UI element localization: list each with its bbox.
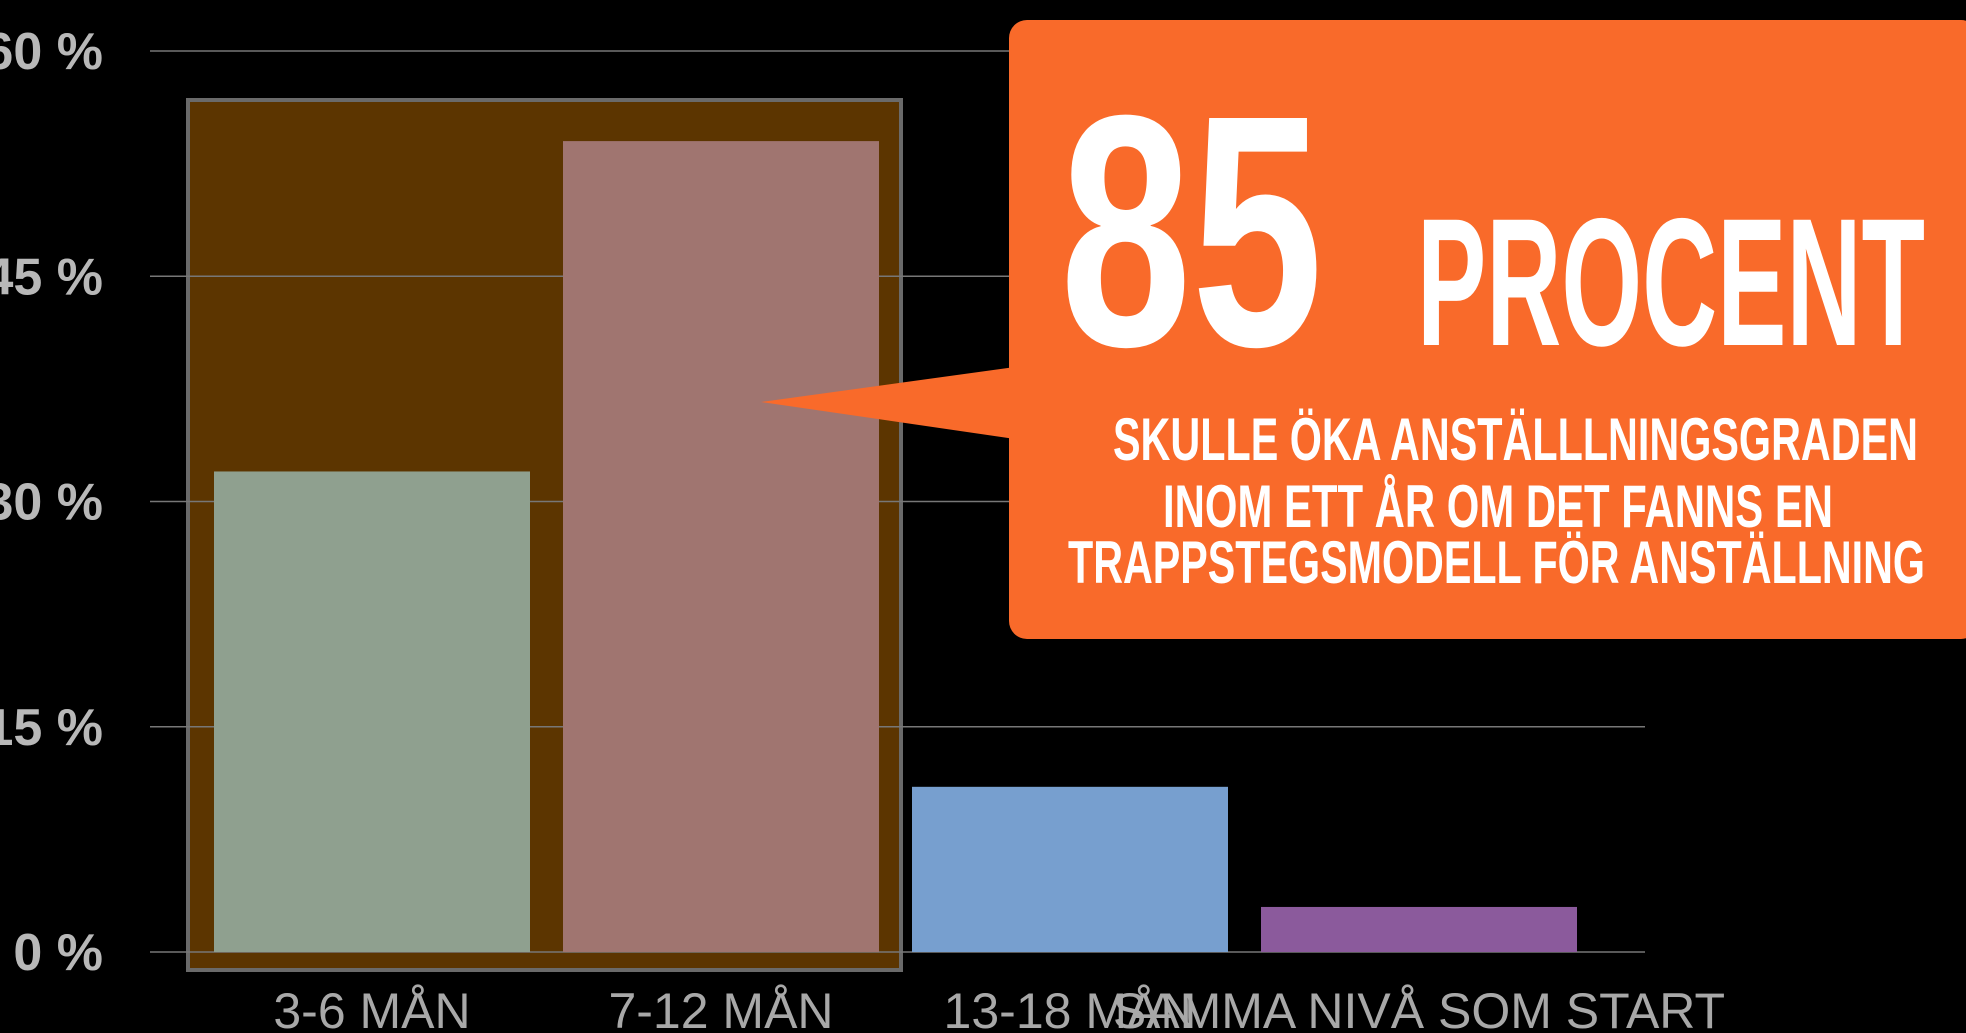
- y-tick-label: 45 %: [0, 248, 103, 306]
- x-tick-label: 7-12 MÅN: [608, 983, 833, 1033]
- y-tick-label: 0 %: [13, 924, 103, 982]
- y-tick-label: 15 %: [0, 699, 103, 757]
- y-tick-label: 60 %: [0, 23, 103, 81]
- callout-pointer: [761, 367, 1015, 439]
- plot: 0 % 15 % 30 % 45 % 60 % 3-6 MÅN 7-12 MÅN 13-18 …: [0, 23, 1725, 1033]
- big-word: PROCENT: [1417, 180, 1925, 384]
- callout-line: INOM ETT ÅR OM DET FANNS EN: [1163, 473, 1833, 540]
- callout-line: TRAPPSTEGSMODELL FÖR ANSTÄLLNING: [1068, 529, 1925, 596]
- bar: [1261, 906, 1577, 952]
- bar: [214, 471, 530, 952]
- y-tick-label: 30 %: [0, 474, 103, 532]
- bar: [563, 141, 879, 953]
- callout-box: [1009, 20, 1966, 639]
- x-tick-label: 3-6 MÅN: [273, 983, 470, 1033]
- callout-line: SKULLE ÖKA ANSTÄLLLNINGSGRADEN: [1113, 406, 1918, 473]
- callout: 85 PROCENT SKULLE ÖKA ANSTÄLLLNINGSGRADE…: [761, 20, 1966, 639]
- bar: [912, 786, 1228, 952]
- x-tick-label: SAMMA NIVÅ SOM START: [1113, 983, 1725, 1033]
- big-number: 85: [1060, 46, 1323, 415]
- x-tick-label: 13-18 MÅN: [944, 983, 1197, 1033]
